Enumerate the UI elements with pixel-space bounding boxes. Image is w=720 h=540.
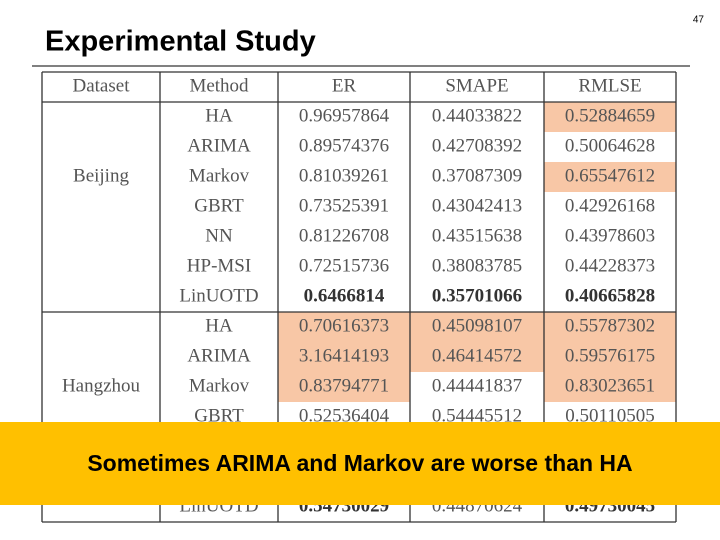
column-header: Method xyxy=(189,75,249,96)
page-number: 47 xyxy=(693,15,705,26)
method-cell: ARIMA xyxy=(187,135,251,156)
banner-box xyxy=(0,422,720,505)
column-header: ER xyxy=(332,75,357,96)
metric-cell: 0.46414572 xyxy=(432,345,522,366)
metric-cell: 0.65547612 xyxy=(565,165,655,186)
metric-cell: 0.35701066 xyxy=(432,285,522,306)
method-cell: ARIMA xyxy=(187,345,251,366)
metric-cell: 0.43978603 xyxy=(565,225,655,246)
dataset-label: Hangzhou xyxy=(62,375,141,396)
metric-cell: 0.6466814 xyxy=(304,285,385,306)
column-header: SMAPE xyxy=(445,75,508,96)
column-header: Dataset xyxy=(73,75,131,96)
method-cell: GBRT xyxy=(194,195,244,216)
method-cell: HP-MSI xyxy=(187,255,251,276)
dataset-label: Beijing xyxy=(73,165,129,186)
highlight-cell xyxy=(278,342,410,372)
metric-cell: 0.42708392 xyxy=(432,135,522,156)
metric-cell: 0.73525391 xyxy=(299,195,389,216)
results-table: Dataset Method ER SMAPE RMLSE Beijing HA 0.9695… xyxy=(41,71,677,523)
metric-cell: 0.44441837 xyxy=(432,375,522,396)
highlight-cell xyxy=(278,372,410,402)
metric-cell: 0.40665828 xyxy=(565,285,655,306)
metric-cell: 0.43515638 xyxy=(432,225,522,246)
metric-cell: 0.38083785 xyxy=(432,255,522,276)
highlight-cell xyxy=(278,312,410,342)
metric-cell: 0.37087309 xyxy=(432,165,522,186)
metric-cell: 0.44033822 xyxy=(432,105,522,126)
slide-title: Experimental Study xyxy=(45,26,316,58)
metric-cell: 0.89574376 xyxy=(299,135,389,156)
metric-cell: 0.81039261 xyxy=(299,165,389,186)
highlight-cell xyxy=(544,372,676,402)
highlight-cell xyxy=(544,312,676,342)
column-header: RMLSE xyxy=(578,75,641,96)
metric-cell: 3.16414193 xyxy=(299,345,389,366)
metric-cell: 0.45098107 xyxy=(432,315,522,336)
metric-cell: 0.54445512 xyxy=(432,405,522,426)
metric-cell: 0.50110505 xyxy=(565,405,655,426)
metric-cell: 0.83794771 xyxy=(299,375,389,396)
highlight-cell xyxy=(544,102,676,132)
method-cell: HA xyxy=(205,105,233,126)
method-cell: HA xyxy=(205,315,233,336)
highlight-cell xyxy=(410,312,544,342)
metric-cell: 0.81226708 xyxy=(299,225,389,246)
metric-cell: 0.50064628 xyxy=(565,135,655,156)
method-cell: Markov xyxy=(189,165,250,186)
method-cell: LinUOTD xyxy=(179,285,258,306)
metric-cell: 0.59576175 xyxy=(565,345,655,366)
method-cell: GBRT xyxy=(194,405,244,426)
metric-cell: 0.44228373 xyxy=(565,255,655,276)
metric-cell: 0.42926168 xyxy=(565,195,655,216)
metric-cell: 0.43042413 xyxy=(432,195,522,216)
metric-cell: 0.72515736 xyxy=(299,255,389,276)
metric-cell: 0.96957864 xyxy=(299,105,390,126)
metric-cell: 0.70616373 xyxy=(299,315,389,336)
method-cell: Markov xyxy=(189,375,250,396)
highlight-cell xyxy=(410,342,544,372)
metric-cell: 0.55787302 xyxy=(565,315,655,336)
banner-text: Sometimes ARIMA and Markov are worse tha… xyxy=(87,450,632,476)
metric-cell: 0.52536404 xyxy=(299,405,390,426)
metric-cell: 0.83023651 xyxy=(565,375,655,396)
method-cell: NN xyxy=(205,225,233,246)
highlight-cell xyxy=(544,342,676,372)
highlight-cell xyxy=(544,162,676,192)
metric-cell: 0.52884659 xyxy=(565,105,655,126)
